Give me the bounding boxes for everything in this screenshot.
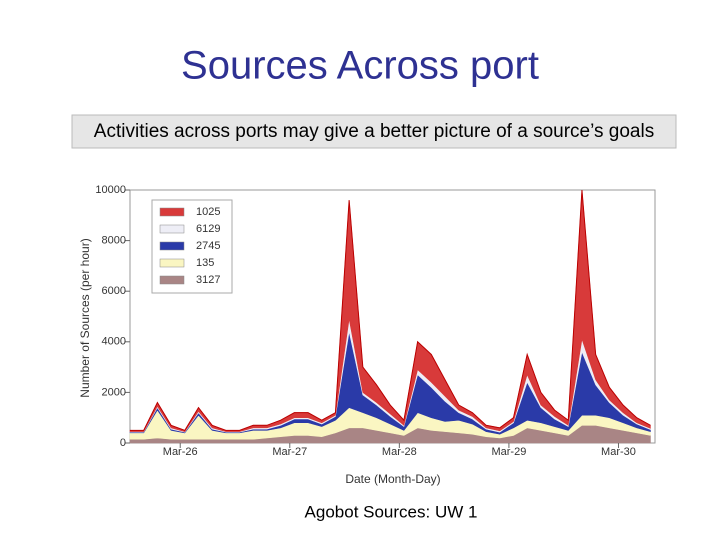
legend-swatch [159,275,185,285]
subtitle: Activities across ports may give a bette… [94,121,654,142]
y-tick-label: 8000 [102,235,126,247]
y-tick-label: 4000 [102,336,126,348]
legend-label: 135 [196,257,214,269]
legend-swatch [159,224,185,234]
y-tick-label: 0 [120,437,126,449]
x-axis-label: Date (Month-Day) [345,472,440,486]
y-tick-label: 6000 [102,285,126,297]
legend-label: 3127 [196,274,220,286]
slide-title: Sources Across port [181,44,539,88]
x-tick-label: Mar-28 [382,446,417,458]
legend-swatch [159,241,185,251]
x-tick-label: Mar-30 [601,446,636,458]
legend-swatch [159,258,185,268]
caption: Agobot Sources: UW 1 [305,502,478,521]
subtitle-box [71,114,677,149]
legend-label: 1025 [196,206,220,218]
x-tick-label: Mar-26 [163,446,198,458]
legend-label: 2745 [196,240,220,252]
legend-label: 6129 [196,223,220,235]
legend-swatch [159,207,185,217]
x-tick-label: Mar-29 [491,446,526,458]
x-tick-label: Mar-27 [272,446,307,458]
y-axis-label: Number of Sources (per hour) [78,238,92,397]
y-tick-label: 10000 [95,184,126,196]
y-tick-label: 2000 [102,386,126,398]
top-outline [130,189,651,431]
